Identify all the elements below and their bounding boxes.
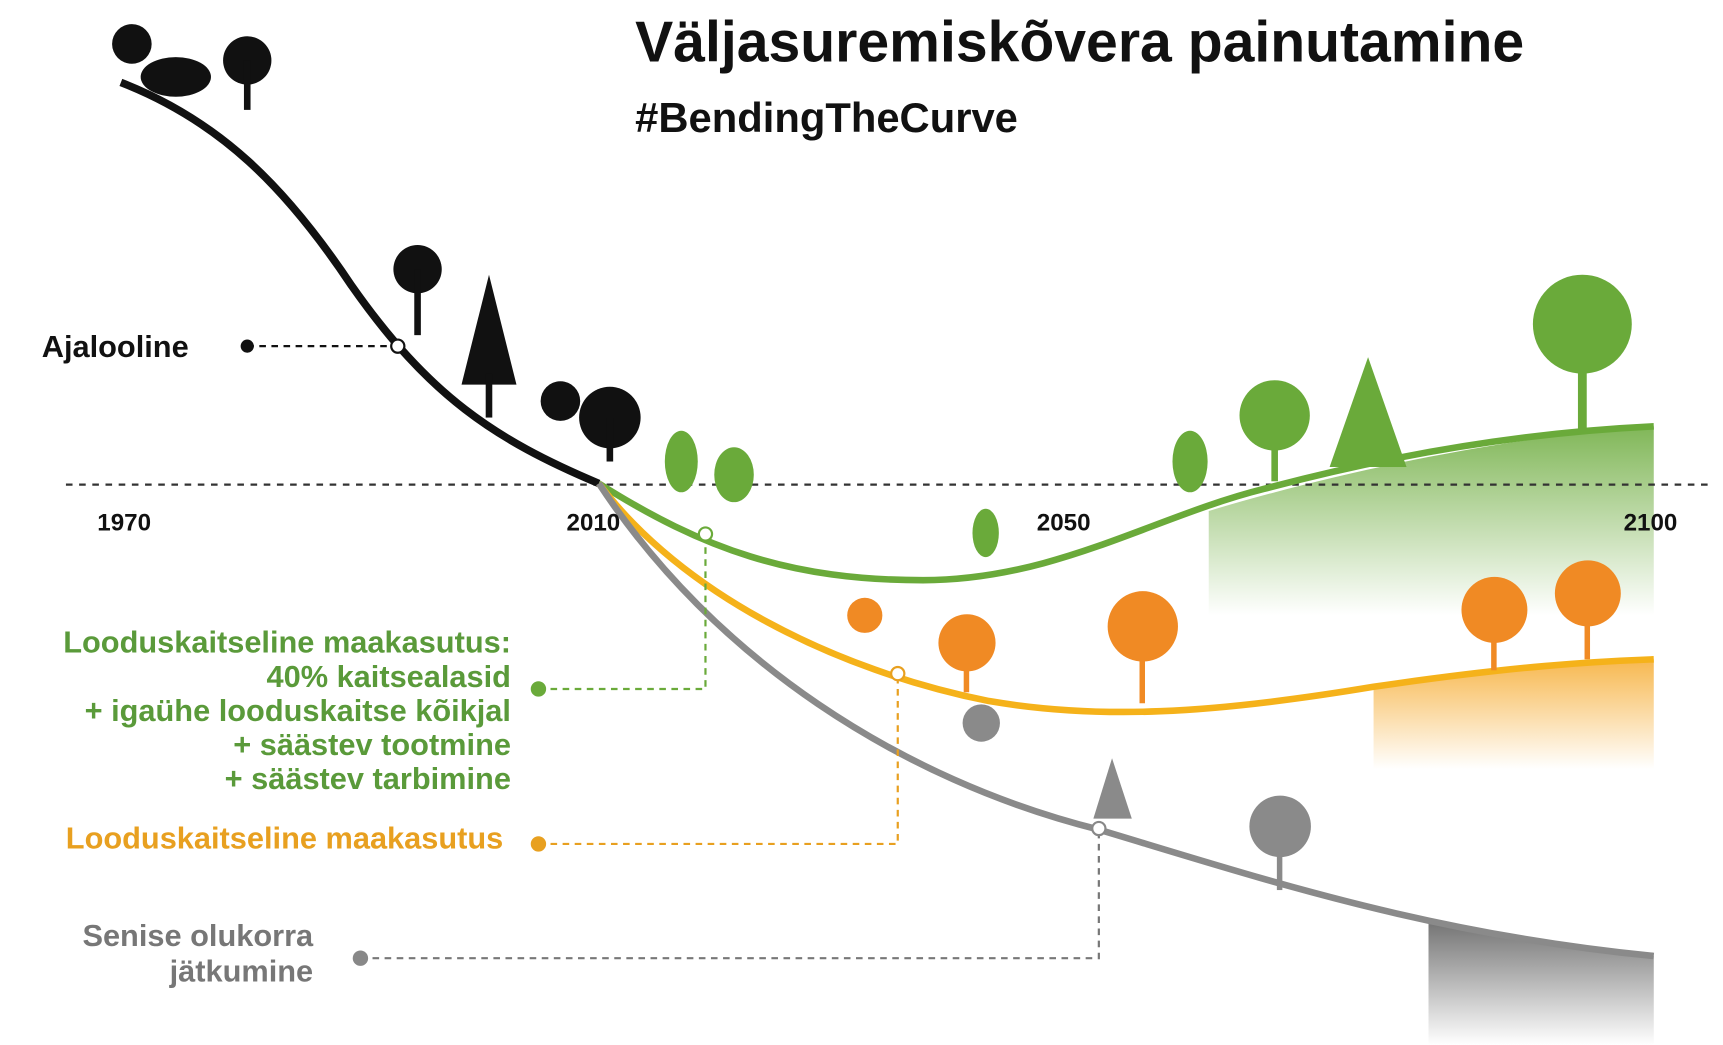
scenario-label: + igaühe looduskaitse kõikjal xyxy=(85,693,511,728)
gray-silhouettes xyxy=(963,704,1311,890)
scenario-label: Ajalooline xyxy=(42,329,189,364)
marker xyxy=(1092,822,1105,835)
scenario-label: + säästev tarbimine xyxy=(225,761,511,796)
year-label: 1970 xyxy=(97,510,151,537)
scenario-label: Looduskaitseline maakasutus: xyxy=(63,625,511,660)
subtitle: #BendingTheCurve xyxy=(635,94,1018,141)
marker xyxy=(241,340,254,353)
scenario-label: + säästev tootmine xyxy=(233,727,511,762)
marker xyxy=(531,836,546,851)
marker xyxy=(891,667,904,680)
scenario-label: Senise olukorra xyxy=(82,918,314,953)
year-label: 2010 xyxy=(567,510,621,537)
scenario-label: Looduskaitseline maakasutus xyxy=(66,820,503,855)
scenario-label: jätkumine xyxy=(169,953,314,988)
marker xyxy=(391,340,404,353)
page: {"header": {"title": "Väljasuremiskõvera… xyxy=(0,0,1723,1045)
marker xyxy=(531,681,546,696)
marker xyxy=(699,527,712,540)
title: Väljasuremiskõvera painutamine xyxy=(635,11,1524,75)
year-label: 2050 xyxy=(1037,510,1091,537)
scenario-label: 40% kaitsealasid xyxy=(267,659,511,694)
infographic: Väljasuremiskõvera painutamine #BendingT… xyxy=(0,0,1723,1045)
historical-curve xyxy=(121,82,599,483)
historical-silhouettes xyxy=(112,24,641,461)
marker xyxy=(353,950,368,965)
orange-area xyxy=(1374,659,1654,769)
year-label: 2100 xyxy=(1624,510,1678,537)
